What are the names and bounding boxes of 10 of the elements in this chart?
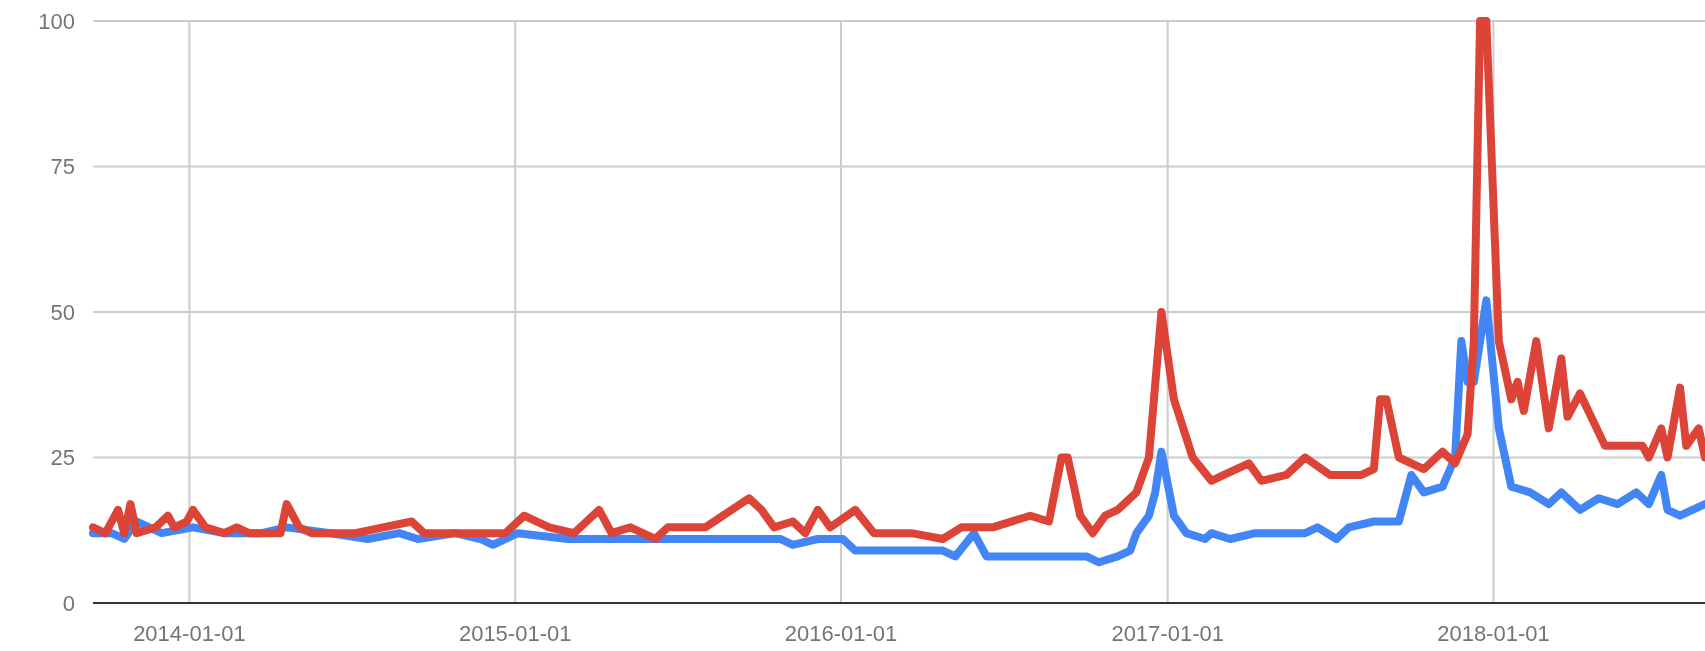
x-tick-label: 2016-01-01	[784, 621, 898, 646]
y-tick-label: 0	[62, 590, 75, 616]
x-tick-label: 2017-01-01	[1111, 621, 1224, 646]
y-tick-label: 75	[50, 154, 75, 180]
y-tick-label: 50	[50, 299, 75, 325]
x-tick-label: 2014-01-01	[133, 621, 246, 646]
y-tick-label: 100	[38, 8, 75, 34]
x-tick-label: 2018-01-01	[1437, 621, 1550, 646]
x-tick-label: 2015-01-01	[458, 621, 572, 646]
y-tick-label: 25	[50, 445, 75, 471]
